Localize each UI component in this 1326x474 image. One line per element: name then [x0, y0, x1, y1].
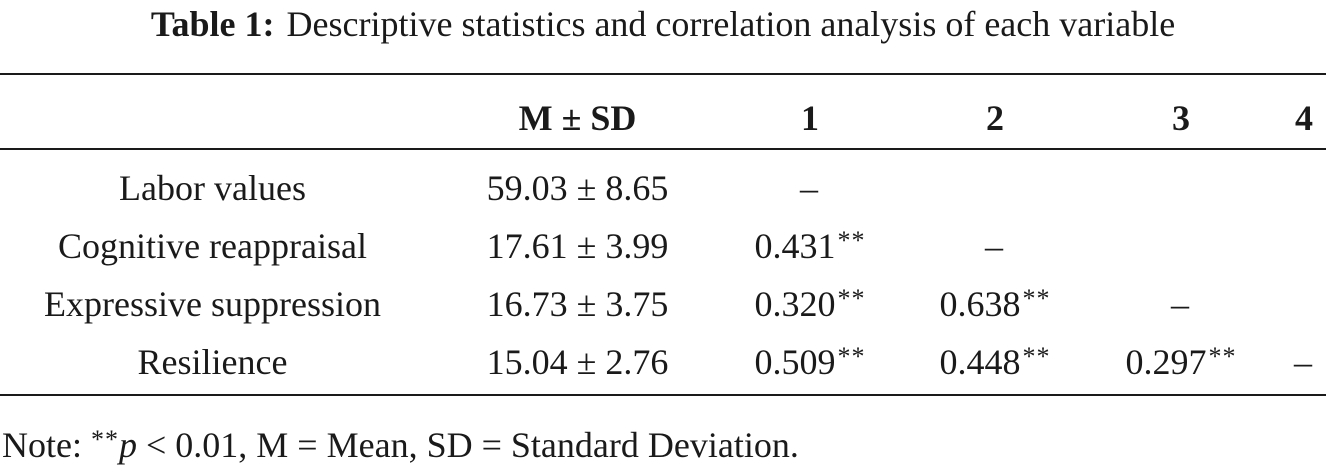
correlation-cell: 0.638**: [902, 276, 1088, 336]
table-row: Resilience 15.04 ± 2.76 0.509** 0.448** …: [0, 334, 1326, 390]
correlation-cell: [1282, 160, 1326, 220]
correlation-cell: [1282, 218, 1326, 278]
significance-stars: **: [1022, 342, 1051, 371]
correlation-value: 0.320: [754, 284, 836, 324]
significance-stars: **: [1022, 284, 1051, 313]
table-row: Expressive suppression 16.73 ± 3.75 0.32…: [0, 276, 1326, 332]
row-msd: 17.61 ± 3.99: [486, 226, 669, 266]
correlation-value: –: [1294, 342, 1312, 382]
correlation-value: –: [1171, 284, 1189, 324]
table-note: Note: **p < 0.01, M = Mean, SD = Standar…: [2, 420, 799, 474]
row-variable: Resilience: [137, 342, 288, 382]
correlation-cell: 0.431**: [712, 218, 908, 278]
correlation-value: –: [800, 168, 818, 208]
note-p-symbol: p: [118, 425, 137, 465]
note-text: < 0.01, M = Mean, SD = Standard Deviatio…: [136, 425, 799, 465]
correlation-value: 0.509: [754, 342, 836, 382]
correlation-value: 0.638: [939, 284, 1021, 324]
significance-stars: **: [1208, 342, 1237, 371]
note-prefix: Note:: [2, 425, 91, 465]
table-caption-label: Table 1:: [150, 4, 275, 44]
correlation-value: 0.297: [1125, 342, 1207, 382]
table-bottom-rule: [0, 394, 1326, 396]
correlation-cell: –: [1282, 334, 1326, 394]
significance-stars: **: [837, 342, 866, 371]
table-header-row: M ± SD 1 2 3 4: [0, 90, 1326, 146]
row-variable: Expressive suppression: [44, 284, 381, 324]
correlation-value: –: [985, 226, 1003, 266]
correlation-cell: –: [902, 218, 1088, 278]
header-col-3: 3: [1172, 98, 1190, 138]
correlation-cell: 0.297**: [1088, 334, 1274, 394]
table-row: Cognitive reappraisal 17.61 ± 3.99 0.431…: [0, 218, 1326, 274]
table-caption: Table 1: Descriptive statistics and corre…: [0, 2, 1326, 46]
row-msd: 16.73 ± 3.75: [486, 284, 669, 324]
correlation-cell: 0.320**: [712, 276, 908, 336]
row-msd: 15.04 ± 2.76: [486, 342, 669, 382]
correlation-cell: [1088, 160, 1274, 220]
correlation-cell: 0.509**: [712, 334, 908, 394]
table-header-rule: [0, 148, 1326, 150]
significance-stars: **: [837, 284, 866, 313]
correlation-cell: –: [712, 160, 908, 220]
header-col-2: 2: [986, 98, 1004, 138]
table-top-rule: [0, 73, 1326, 75]
correlation-cell: [902, 160, 1088, 220]
row-variable: Labor values: [119, 168, 306, 208]
table-caption-text: Descriptive statistics and correlation a…: [286, 4, 1176, 44]
correlation-cell: –: [1088, 276, 1274, 336]
note-stars: **: [90, 425, 119, 454]
significance-stars: **: [837, 226, 866, 255]
correlation-value: 0.448: [939, 342, 1021, 382]
row-variable: Cognitive reappraisal: [58, 226, 367, 266]
correlation-cell: 0.448**: [902, 334, 1088, 394]
header-msd: M ± SD: [518, 98, 637, 138]
correlation-cell: [1282, 276, 1326, 336]
correlation-value: 0.431: [754, 226, 836, 266]
header-col-4: 4: [1295, 98, 1313, 138]
table-row: Labor values 59.03 ± 8.65 –: [0, 160, 1326, 216]
correlation-cell: [1088, 218, 1274, 278]
row-msd: 59.03 ± 8.65: [486, 168, 669, 208]
header-col-1: 1: [801, 98, 819, 138]
